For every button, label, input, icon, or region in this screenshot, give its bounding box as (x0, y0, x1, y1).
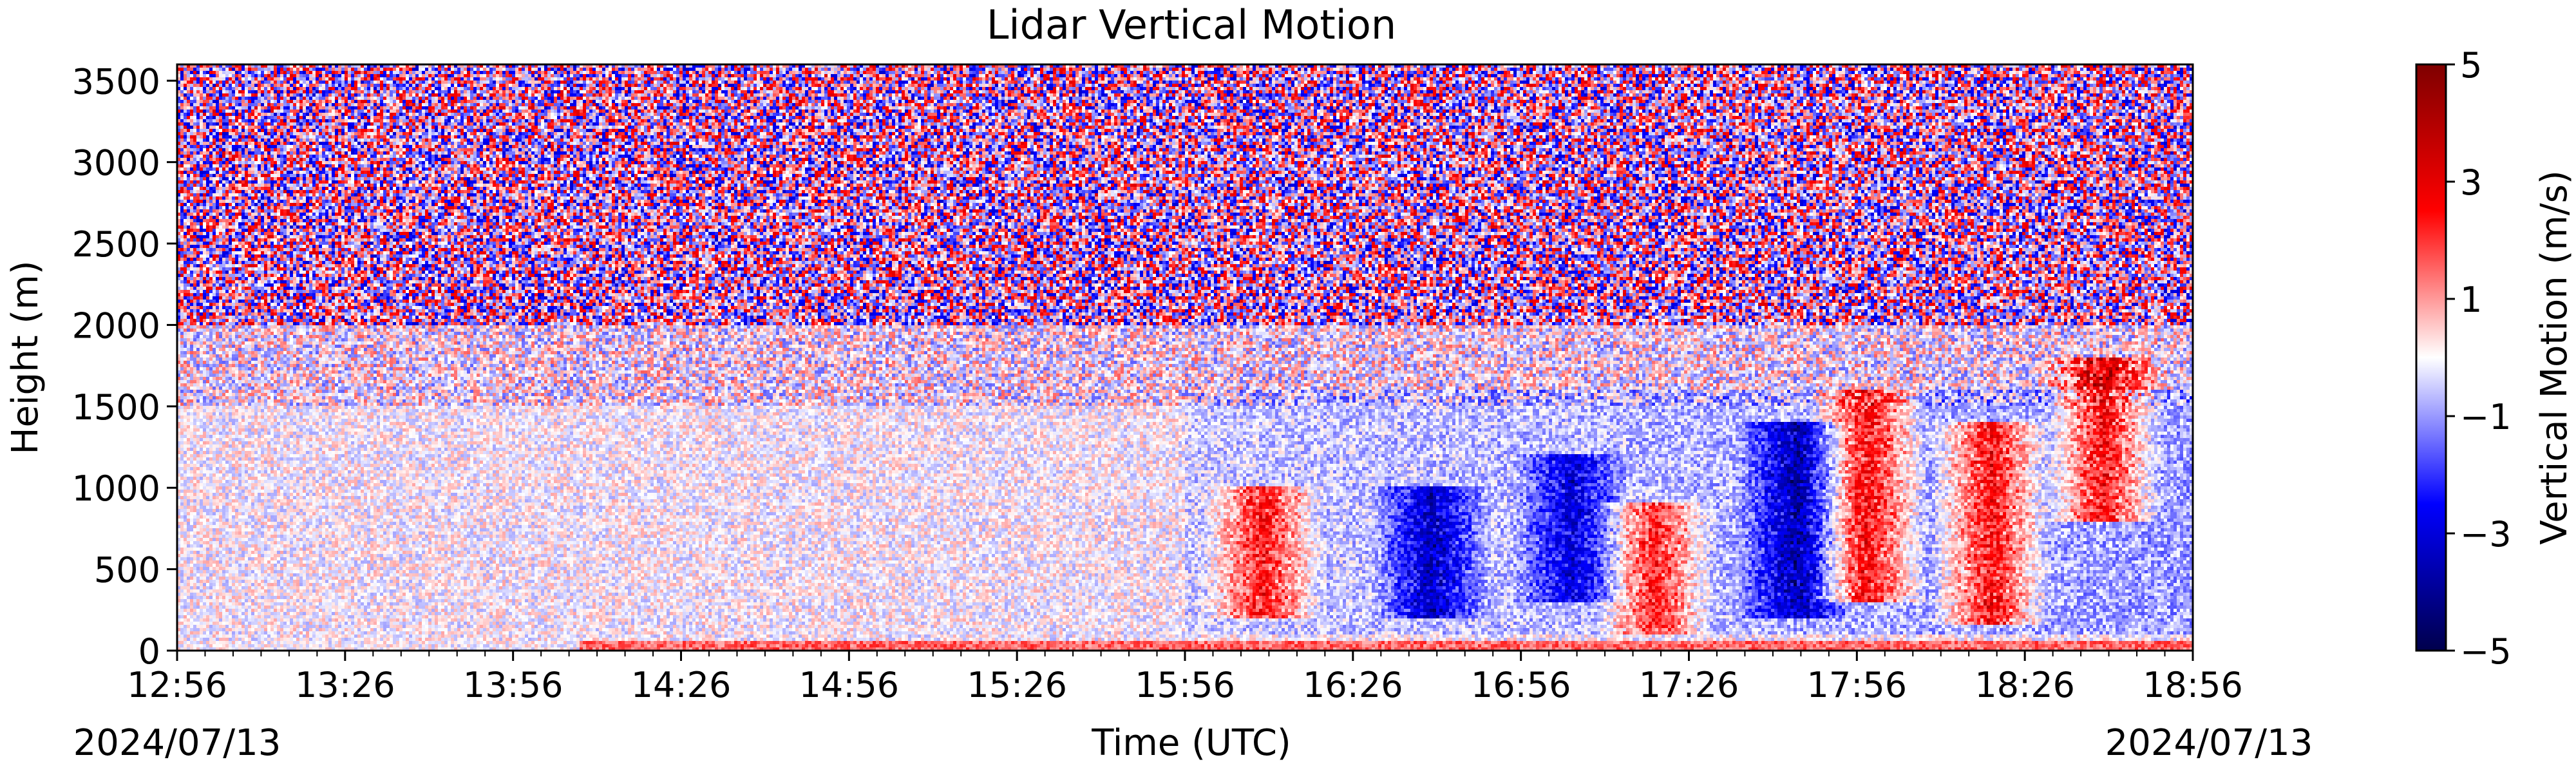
x-date-right: 2024/07/13 (2105, 722, 2313, 764)
x-tick-label: 16:56 (1471, 665, 1571, 705)
y-tick-label: 2500 (72, 224, 160, 265)
x-tick-label: 13:56 (463, 665, 564, 705)
y-tick-label: 1000 (72, 468, 160, 509)
colorbar-gradient (2415, 63, 2447, 652)
x-tick-label: 14:56 (799, 665, 900, 705)
x-tick-label: 18:56 (2143, 665, 2243, 705)
x-tick-label: 14:26 (631, 665, 732, 705)
y-tick-label: 2000 (72, 305, 160, 346)
y-tick-label: 3000 (72, 143, 160, 184)
x-tick-label: 15:56 (1135, 665, 1235, 705)
x-axis-label: Time (UTC) (1091, 722, 1291, 764)
heatmap-plot (176, 63, 2194, 652)
y-tick-label: 500 (94, 550, 160, 591)
x-tick-label: 15:26 (967, 665, 1067, 705)
x-tick-label: 17:26 (1639, 665, 1739, 705)
colorbar-tick-label: 1 (2460, 280, 2482, 320)
colorbar-label: Vertical Motion (m/s) (2533, 170, 2575, 544)
y-axis: 0 500 1000 1500 2000 2500 3000 3500 (72, 61, 177, 672)
colorbar-tick-label: −5 (2460, 631, 2512, 672)
x-tick-label: 12:56 (127, 665, 227, 705)
x-tick-label: 18:26 (1975, 665, 2075, 705)
x-axis: 12:56 13:26 13:56 14:26 14:56 15:26 15:56 16:26… (127, 651, 2243, 705)
x-tick-label: 17:56 (1807, 665, 1908, 705)
y-axis-label: Height (m) (5, 260, 46, 454)
colorbar-ticks: −5 −3 −1 1 3 5 (2446, 45, 2512, 672)
x-tick-label: 16:26 (1303, 665, 1403, 705)
y-tick-label: 1500 (72, 387, 160, 428)
colorbar: −5 −3 −1 1 3 5 Vertical Motion (m/s) (2415, 45, 2575, 672)
x-tick-label: 13:26 (295, 665, 395, 705)
x-date-left: 2024/07/13 (73, 722, 281, 764)
heatmap-canvas (177, 64, 2193, 651)
y-tick-label: 0 (138, 631, 160, 672)
y-tick-label: 3500 (72, 61, 160, 102)
colorbar-tick-label: −3 (2460, 514, 2512, 555)
colorbar-tick-label: 5 (2460, 45, 2482, 86)
colorbar-tick-label: 3 (2460, 162, 2482, 203)
chart-title: Lidar Vertical Motion (987, 1, 1396, 48)
colorbar-tick-label: −1 (2460, 397, 2512, 437)
